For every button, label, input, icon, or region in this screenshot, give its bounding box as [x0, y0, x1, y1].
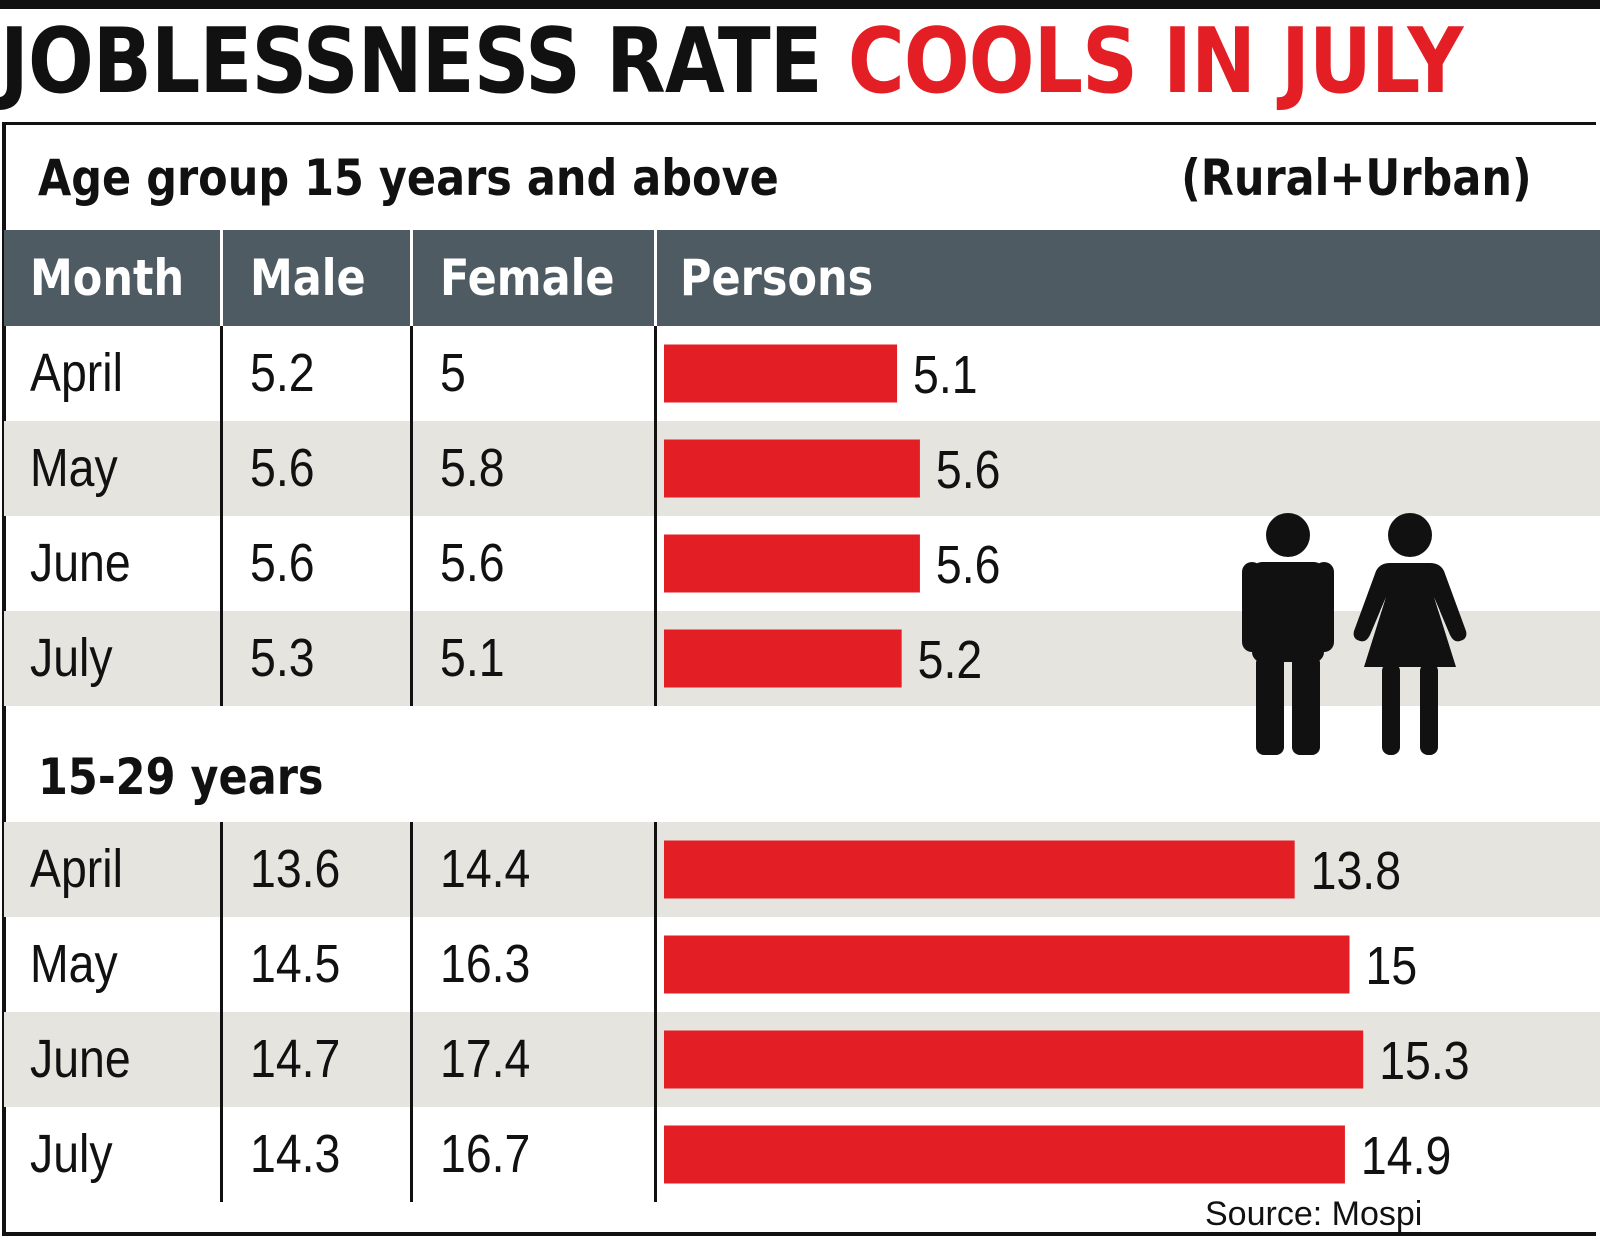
header-month: Month: [30, 249, 185, 307]
header-female: Female: [440, 249, 615, 307]
persons-bar: [664, 935, 1350, 994]
cell-month: June: [30, 533, 131, 593]
table-row: July 14.3 16.7: [4, 1107, 1600, 1202]
persons-value-label: 15.3: [1379, 1030, 1469, 1091]
header-separator: [410, 230, 413, 326]
table-row: May 14.5 16.3: [4, 917, 1600, 1012]
table-row: June 5.6 5.6: [4, 516, 1600, 611]
cell-month: April: [30, 343, 123, 403]
cell-female: 5.8: [440, 438, 505, 498]
headline-part2: COOLS IN JULY: [847, 9, 1464, 114]
cell-male: 13.6: [250, 839, 341, 899]
persons-value-label: 13.8: [1311, 840, 1401, 901]
header-separator: [220, 230, 223, 326]
cell-month: May: [30, 934, 118, 994]
persons-value-label: 5.2: [918, 629, 983, 690]
cell-month: July: [30, 1124, 113, 1184]
column-divider: [220, 822, 223, 1202]
column-divider: [410, 822, 413, 1202]
cell-month: June: [30, 1029, 131, 1089]
source-note: Source: Mospi: [1205, 1195, 1423, 1233]
table-row: April 5.2 5: [4, 326, 1600, 421]
header-persons: Persons: [680, 249, 874, 307]
cell-female: 16.3: [440, 934, 531, 994]
persons-value-label: 5.6: [936, 439, 1001, 500]
cell-male: 5.6: [250, 533, 315, 593]
persons-bar: [664, 840, 1295, 899]
column-divider: [410, 326, 413, 706]
section-title-15-29: 15-29 years: [38, 748, 324, 806]
top-rule: [0, 0, 1600, 9]
header-separator: [654, 230, 657, 326]
cell-female: 5.6: [440, 533, 505, 593]
persons-bar: [664, 1125, 1345, 1184]
persons-value-label: 5.6: [936, 534, 1001, 595]
column-divider: [654, 822, 657, 1202]
cell-female: 5.1: [440, 628, 505, 688]
cell-female: 5: [440, 343, 466, 403]
persons-bar: [664, 534, 920, 593]
section-note: (Rural+Urban): [1181, 149, 1532, 207]
persons-bar: [664, 1030, 1364, 1089]
table-header: Month Male Female Persons: [4, 230, 1600, 326]
cell-female: 17.4: [440, 1029, 531, 1089]
column-divider: [654, 326, 657, 706]
cell-month: May: [30, 438, 118, 498]
column-divider: [220, 326, 223, 706]
cell-month: April: [30, 839, 123, 899]
header-male: Male: [250, 249, 366, 307]
persons-value-label: 5.1: [913, 344, 978, 405]
cell-male: 5.6: [250, 438, 315, 498]
man-icon: [1242, 513, 1334, 755]
cell-male: 14.5: [250, 934, 341, 994]
cell-month: July: [30, 628, 113, 688]
cell-male: 5.3: [250, 628, 315, 688]
section-title-15-plus: Age group 15 years and above: [38, 149, 779, 207]
persons-bar: [664, 439, 920, 498]
cell-male: 5.2: [250, 343, 315, 403]
cell-male: 14.7: [250, 1029, 341, 1089]
people-icon-group: [1242, 513, 1467, 755]
persons-value-label: 14.9: [1361, 1125, 1451, 1186]
persons-value-label: 15: [1365, 935, 1417, 996]
cell-female: 14.4: [440, 839, 531, 899]
headline-part1: JOBLESSNESS RATE: [0, 9, 823, 114]
persons-bar: [664, 344, 898, 403]
cell-female: 16.7: [440, 1124, 531, 1184]
woman-icon: [1353, 513, 1467, 755]
persons-bar: [664, 629, 902, 688]
cell-male: 14.3: [250, 1124, 341, 1184]
headline: JOBLESSNESS RATE COOLS IN JULY: [0, 6, 1463, 118]
